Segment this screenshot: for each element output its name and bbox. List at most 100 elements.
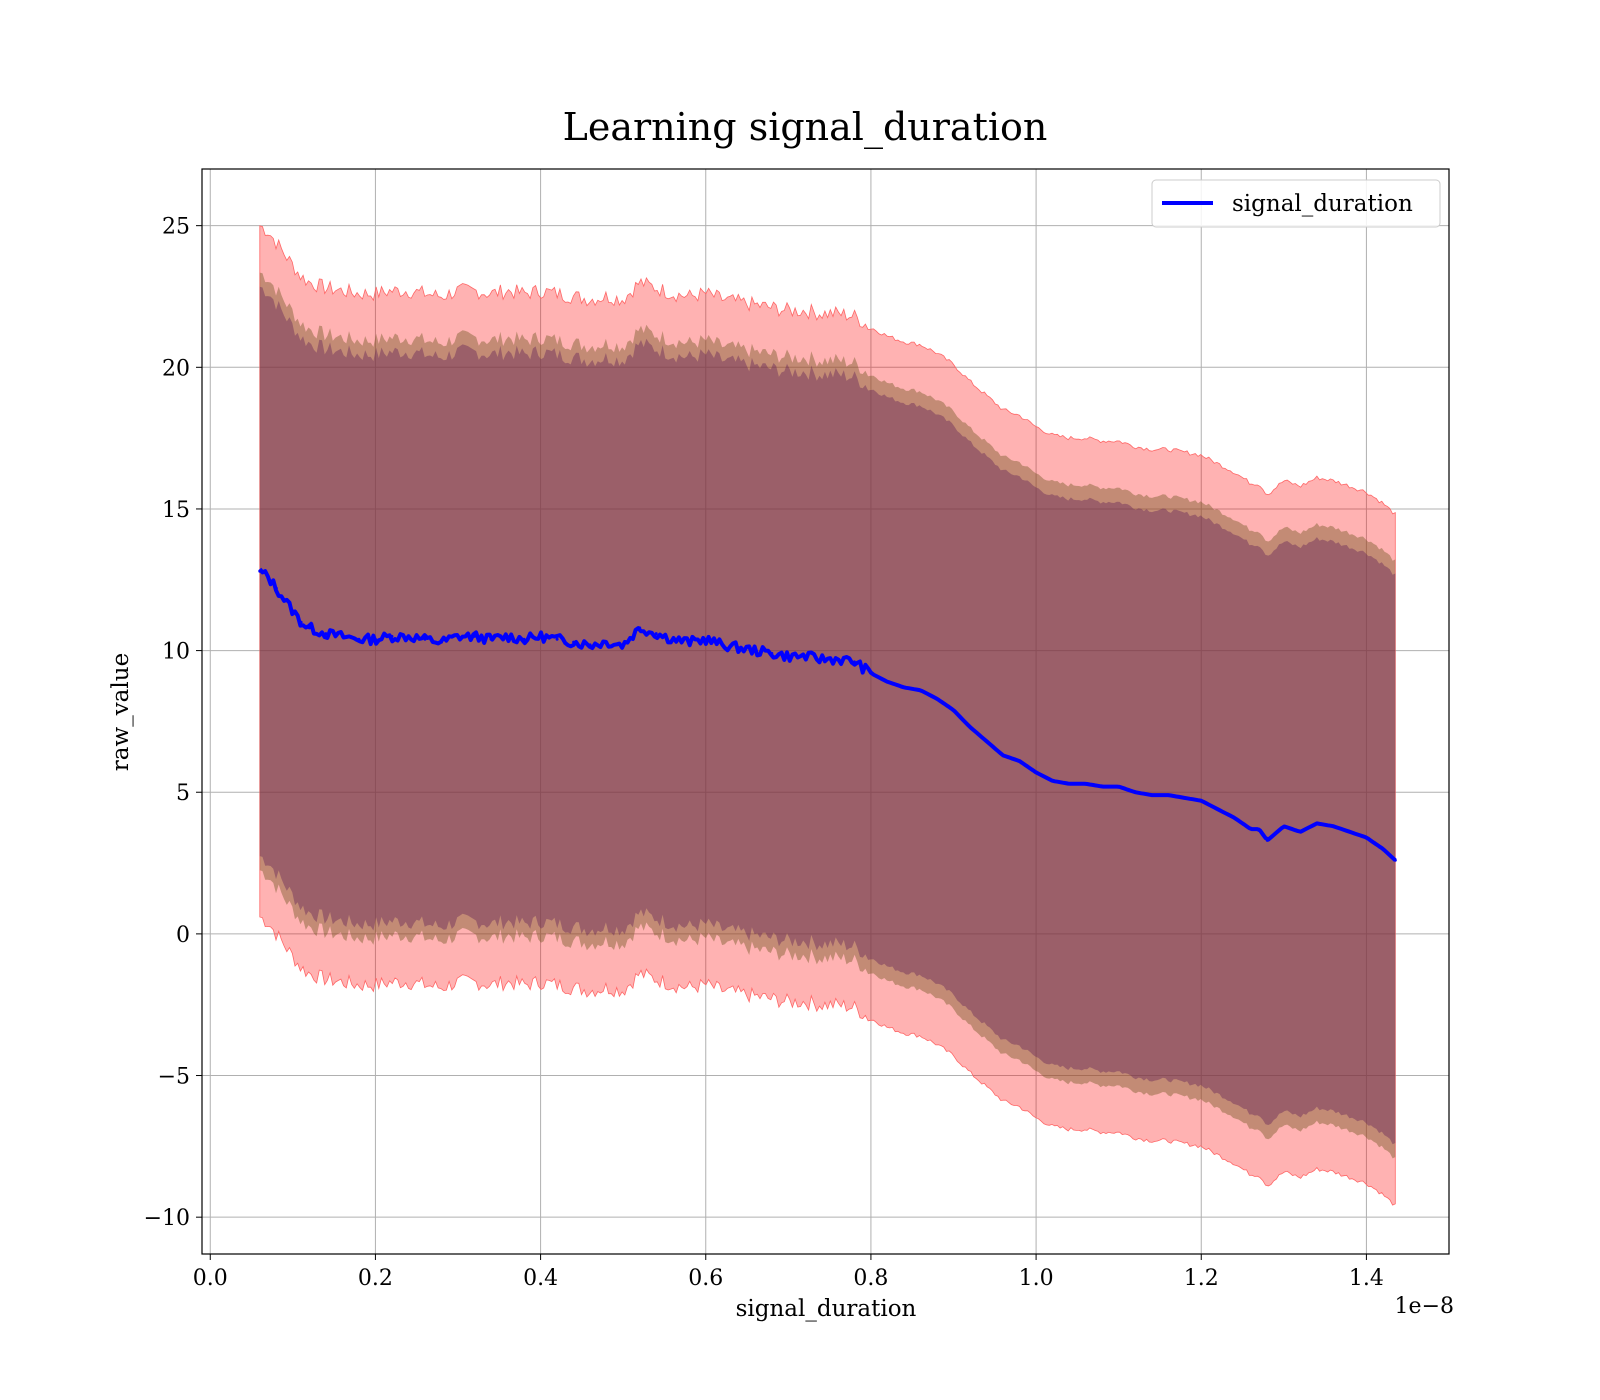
data-point-4	[291, 609, 295, 613]
data-point-12	[406, 634, 410, 638]
data-point-25	[621, 643, 625, 647]
data-point-33	[753, 649, 757, 653]
data-point-13	[423, 637, 427, 641]
x-axis-offset-text: 1e−8	[1395, 1294, 1454, 1319]
data-point-9	[357, 637, 361, 641]
x-axis: 0.0 0.2 0.4 0.6 0.8 1.0 1.2 1.4	[193, 1254, 1384, 1291]
data-point-48	[1001, 753, 1005, 757]
data-point-70	[1348, 830, 1352, 834]
legend: signal_duration	[1151, 179, 1441, 228]
x-tick-label-6: 1.2	[1184, 1266, 1219, 1291]
data-point-71	[1364, 836, 1368, 840]
band-inner	[259, 286, 1396, 1145]
data-point-58	[1166, 793, 1170, 797]
data-point-24	[605, 640, 609, 644]
data-point-60	[1199, 799, 1203, 803]
data-point-36	[803, 654, 807, 658]
band-middle	[259, 272, 1396, 1159]
data-point-1	[266, 575, 270, 579]
data-point-73	[1393, 858, 1397, 862]
x-tick-label-0: 0.0	[193, 1266, 228, 1291]
data-point-50	[1034, 770, 1038, 774]
plot-frame	[201, 168, 1450, 1255]
data-point-6	[307, 626, 311, 630]
data-point-65	[1265, 838, 1269, 842]
data-point-41	[885, 680, 889, 684]
data-point-54	[1100, 785, 1104, 789]
x-tick-label-5: 1.0	[1019, 1266, 1054, 1291]
x-axis-label: signal_duration	[736, 1296, 917, 1322]
data-point-59	[1183, 796, 1187, 800]
x-tick-label-4: 0.8	[853, 1266, 888, 1291]
y-tick-label-3: 5	[176, 781, 190, 806]
data-point-18	[506, 634, 510, 638]
x-tick-label-1: 0.2	[358, 1266, 393, 1291]
data-point-40	[869, 671, 873, 675]
data-point-8	[340, 634, 344, 638]
data-point-17	[489, 637, 493, 641]
y-axis-label: raw_value	[108, 653, 134, 771]
data-point-16	[473, 634, 477, 638]
data-point-30	[704, 637, 708, 641]
data-point-39	[852, 660, 856, 664]
data-point-27	[654, 632, 658, 636]
data-point-5	[299, 620, 303, 624]
data-point-47	[985, 739, 989, 743]
data-point-10	[373, 637, 377, 641]
legend-box	[1151, 179, 1441, 228]
data-point-66	[1282, 824, 1286, 828]
data-point-0	[258, 569, 262, 573]
data-point-7	[324, 632, 328, 636]
y-tick-label-2: 0	[176, 923, 190, 948]
data-point-23	[588, 643, 592, 647]
band-outer	[259, 225, 1396, 1206]
data-point-22	[572, 640, 576, 644]
data-point-51	[1051, 779, 1055, 783]
line-layer	[258, 567, 1397, 862]
y-tick-label-5: 15	[162, 498, 190, 523]
y-tick-label-4: 10	[162, 640, 190, 665]
data-point-34	[770, 651, 774, 655]
legend-label: signal_duration	[1232, 191, 1413, 217]
data-point-44	[935, 697, 939, 701]
data-point-55	[1117, 785, 1121, 789]
data-point-26	[638, 626, 642, 630]
data-point-31	[720, 643, 724, 647]
data-point-32	[737, 646, 741, 650]
data-point-15	[456, 634, 460, 638]
x-tick-label-3: 0.6	[688, 1266, 723, 1291]
data-point-29	[687, 640, 691, 644]
data-point-69	[1331, 824, 1335, 828]
data-point-14	[439, 640, 443, 644]
data-point-37	[819, 657, 823, 661]
y-tick-label-7: 25	[162, 215, 190, 240]
x-tick-label-7: 1.4	[1349, 1266, 1384, 1291]
data-point-35	[786, 654, 790, 658]
data-point-3	[283, 598, 287, 602]
data-point-62	[1232, 816, 1236, 820]
data-point-28	[671, 637, 675, 641]
data-point-68	[1315, 821, 1319, 825]
y-tick-label-6: 20	[162, 356, 190, 381]
data-point-67	[1298, 830, 1302, 834]
data-point-45	[952, 708, 956, 712]
data-point-46	[968, 725, 972, 729]
y-axis: −10 −5 0 5 10 15 20 25	[144, 215, 202, 1231]
data-point-57	[1150, 793, 1154, 797]
uncertainty-bands	[259, 225, 1396, 1206]
data-point-38	[836, 657, 840, 661]
data-point-72	[1381, 847, 1385, 851]
data-point-63	[1249, 827, 1253, 831]
data-point-52	[1067, 782, 1071, 786]
data-point-2	[274, 586, 278, 590]
grid	[202, 169, 1449, 1254]
data-point-64	[1257, 827, 1261, 831]
data-point-42	[902, 685, 906, 689]
chart-title: Learning signal_duration	[563, 105, 1048, 150]
data-point-53	[1084, 782, 1088, 786]
y-tick-label-1: −5	[158, 1065, 190, 1090]
data-point-49	[1018, 759, 1022, 763]
data-point-19	[522, 637, 526, 641]
data-point-11	[390, 634, 394, 638]
